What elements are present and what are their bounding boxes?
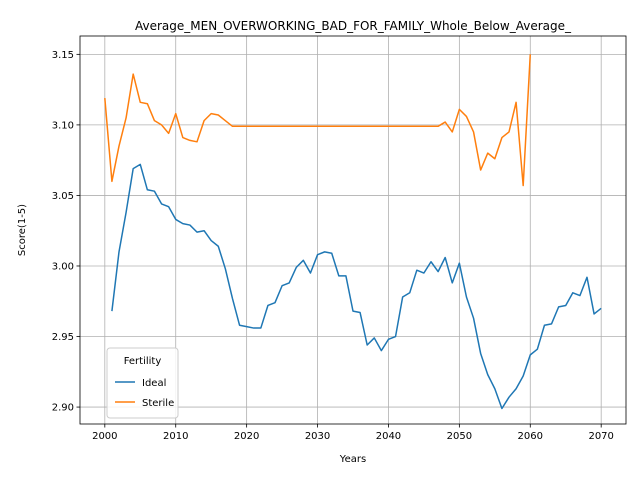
y-tick-label: 2.90 bbox=[52, 403, 74, 414]
y-tick-label: 2.95 bbox=[52, 332, 74, 343]
x-tick-label: 2020 bbox=[234, 431, 259, 442]
y-tick-label: 3.05 bbox=[52, 191, 74, 202]
legend: Fertility Ideal Sterile bbox=[106, 347, 179, 419]
y-axis: 2.90 2.95 3.00 3.05 3.10 3.15 bbox=[52, 50, 80, 414]
series-line-sterile bbox=[104, 54, 532, 187]
x-tick-label: 2070 bbox=[588, 431, 613, 442]
x-tick-label: 2000 bbox=[92, 431, 117, 442]
legend-label-ideal: Ideal bbox=[142, 378, 166, 389]
x-tick-label: 2040 bbox=[376, 431, 401, 442]
x-tick-label: 2060 bbox=[518, 431, 543, 442]
legend-title: Fertility bbox=[124, 356, 162, 367]
legend-box bbox=[106, 347, 179, 419]
x-tick-label: 2030 bbox=[305, 431, 330, 442]
y-axis-label: Score(1-5) bbox=[17, 204, 28, 256]
x-axis: 2000 2010 2020 2030 2040 2050 2060 2070 bbox=[92, 424, 614, 442]
series-line-ideal bbox=[111, 163, 602, 410]
y-tick-label: 3.10 bbox=[52, 120, 74, 131]
y-tick-label: 3.00 bbox=[52, 261, 74, 272]
legend-label-sterile: Sterile bbox=[142, 398, 174, 409]
x-tick-label: 2050 bbox=[447, 431, 472, 442]
x-tick-label: 2010 bbox=[163, 431, 188, 442]
series-layer bbox=[104, 54, 602, 410]
chart-title: Average_MEN_OVERWORKING_BAD_FOR_FAMILY_W… bbox=[135, 19, 572, 33]
y-tick-label: 3.15 bbox=[52, 50, 74, 61]
plot-frame bbox=[79, 35, 627, 425]
x-axis-label: Years bbox=[339, 454, 366, 465]
